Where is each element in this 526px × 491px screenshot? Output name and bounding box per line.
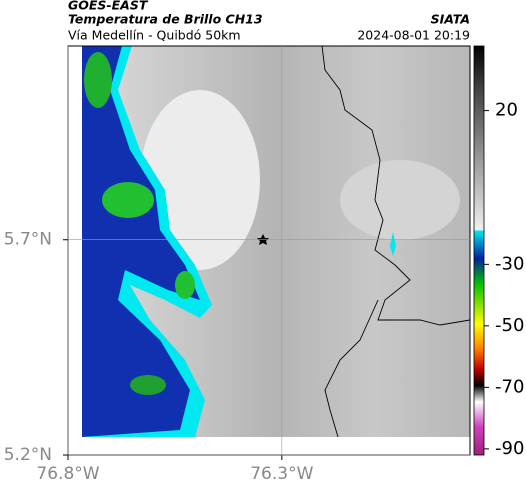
cold-area — [340, 160, 460, 240]
colorbar-label: 20 — [495, 100, 518, 121]
cell — [390, 232, 396, 256]
subtitle: Vía Medellín - Quibdó 50km — [68, 28, 241, 43]
convective-core — [82, 46, 200, 437]
border — [321, 46, 470, 437]
colorbar-label: -90 — [495, 438, 524, 459]
cold-area — [140, 90, 260, 270]
deep-core — [102, 182, 154, 218]
deep-core — [130, 375, 166, 395]
imagery — [82, 46, 470, 437]
x-tick-label: 76.8°W — [36, 464, 99, 484]
y-tick-label: 5.2°N — [4, 445, 52, 465]
deep-core — [175, 271, 195, 299]
x-tick-label: 76.3°W — [250, 464, 313, 484]
colorbar-label: -70 — [495, 376, 524, 397]
colorbar — [473, 45, 485, 456]
colorbar-label: -50 — [495, 315, 524, 336]
y-tick-label: 5.7°N — [4, 230, 52, 250]
datetime: 2024-08-01 20:19 — [357, 28, 470, 43]
title: Temperatura de Brillo CH13 — [68, 12, 263, 27]
deep-core — [84, 52, 112, 108]
product: GOES-EAST — [68, 0, 149, 13]
colorbar-label: -30 — [495, 253, 524, 274]
source: SIATA — [431, 12, 470, 27]
